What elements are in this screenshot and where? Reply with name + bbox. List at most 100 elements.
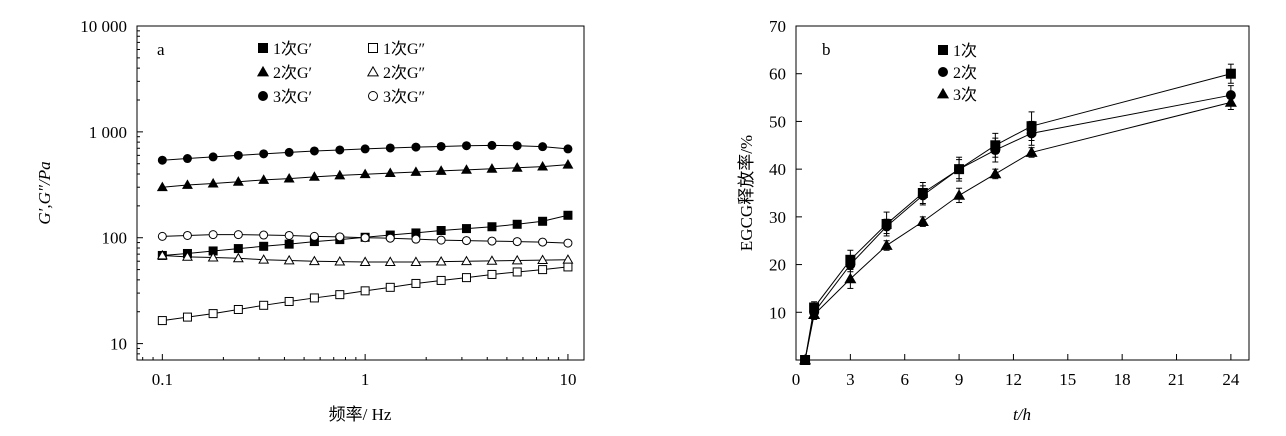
x-tick-label: 10 [559,370,576,389]
data-point [334,169,346,180]
data-point [486,255,498,265]
data-point [334,255,346,266]
legend-label: 3次G′ [273,88,312,106]
plot-area-frame [136,25,585,361]
data-point [359,168,371,179]
data-point [844,272,857,284]
data-point [284,239,294,249]
data-point [207,177,219,188]
y-tick-label: 70 [769,17,786,36]
data-point [335,232,345,242]
legend-label: 3次G″ [383,88,425,106]
x-tick-label: 1 [361,370,370,389]
data-point [384,256,396,266]
chart-b: b 0 3 6 9 12 15 18 21 24 10 20 30 40 50 60 70 1次 2次 3次 t/… [737,17,1250,424]
legend-label: 1次G′ [273,40,312,58]
data-point [360,144,370,154]
data-point [808,308,821,320]
data-point [563,262,573,272]
data-point [233,150,243,160]
data-point [360,233,370,243]
y-tick-label: 30 [769,208,786,227]
data-point [258,254,270,264]
data-point [156,249,168,260]
data-point [384,167,396,178]
series-line [804,94,1231,361]
data-point [435,165,447,175]
axis-ticks: 0 3 6 9 12 15 18 21 24 10 20 30 40 50 60 70 [769,17,1240,389]
data-point [562,254,574,264]
y-tick-label: 10 [110,335,127,354]
x-tick-label: 9 [955,370,964,389]
data-point [461,255,472,266]
data-point [411,142,421,152]
data-point [512,237,522,247]
data-point [232,252,244,263]
data-point [461,236,471,246]
data-point [156,181,168,192]
data-point [537,254,549,265]
data-point [308,171,320,181]
data-point [410,256,422,266]
data-point [990,145,1001,156]
legend-label: 1次 [953,42,977,60]
data-point [385,282,395,292]
data-point [181,251,193,261]
data-point [487,236,497,246]
legend-marker [938,45,948,55]
error-bars [802,63,1234,362]
legend-marker [256,65,270,77]
data-point [411,234,421,244]
legend-marker [368,91,378,101]
data-point [512,219,522,229]
data-point [360,286,370,296]
data-point [309,293,319,303]
data-point [233,244,243,254]
data-point [512,267,522,277]
data-point [284,296,294,306]
data-point [208,309,218,319]
data-markers [799,68,1237,365]
data-point [335,290,345,300]
legend-marker [938,67,948,77]
x-tick-label: 21 [1168,370,1185,389]
data-point [487,140,497,150]
data-point [512,141,522,151]
data-point [1224,96,1237,107]
data-point [881,221,892,232]
data-point [309,146,319,156]
x-axis-label: t/h [1013,405,1031,424]
data-point [563,238,573,248]
legend-label: 2次 [953,64,977,82]
legend-marker [936,87,950,99]
legend-label: 3次 [953,86,977,104]
data-point [916,215,929,227]
x-tick-label: 12 [1005,370,1022,389]
data-point [208,230,218,240]
data-point [461,224,471,234]
data-point [259,241,269,251]
data-point [563,144,573,154]
data-point [799,353,812,365]
data-point [436,275,446,285]
series-lines [804,73,1232,361]
data-point [880,239,893,250]
data-point [436,141,446,151]
series-line [804,101,1232,361]
data-point [563,210,573,220]
y-tick-label: 50 [769,112,786,131]
data-point [259,149,269,159]
data-point [359,256,371,266]
data-point [1225,68,1236,79]
data-point [562,159,574,169]
legend-label: 2次G″ [383,64,425,82]
data-point [436,226,446,236]
x-tick-label: 0 [792,370,801,389]
data-point [435,255,447,266]
data-point [989,167,1002,179]
y-tick-label: 10 000 [80,17,127,36]
data-point [309,231,319,241]
data-point [258,174,270,184]
x-tick-label: 3 [846,370,855,389]
